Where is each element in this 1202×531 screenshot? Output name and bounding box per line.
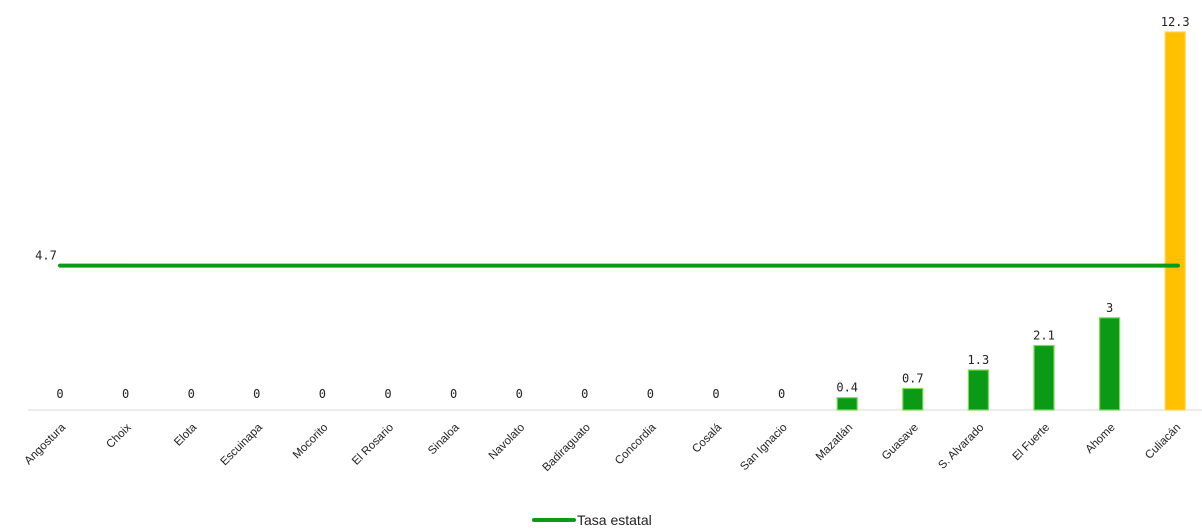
x-tick-label-7: Navolato [487, 422, 528, 463]
bar-16 [1098, 317, 1121, 411]
data-label-5: 0 [384, 387, 391, 401]
x-tick-label-17: Culiacán [1143, 422, 1183, 462]
x-tick-label-10: Cosalá [690, 421, 724, 455]
data-label-1: 0 [122, 387, 129, 401]
x-tick-label-12: Mazatlán [814, 422, 855, 463]
x-tick-label-1: Choix [104, 421, 133, 450]
data-label-7: 0 [516, 387, 523, 401]
data-label-2: 0 [188, 387, 195, 401]
data-label-12: 0.4 [836, 381, 858, 395]
data-label-17: 12.3 [1161, 15, 1190, 29]
data-label-11: 0 [778, 387, 785, 401]
x-tick-label-13: Guasave [880, 422, 921, 463]
data-label-13: 0.7 [902, 372, 924, 386]
x-tick-label-6: Sinaloa [426, 421, 462, 457]
data-label-3: 0 [253, 387, 260, 401]
x-tick-label-8: Badiraguato [541, 422, 593, 474]
data-label-0: 0 [56, 387, 63, 401]
x-tick-label-11: San Ignacio [738, 422, 789, 473]
bar-12 [836, 397, 858, 411]
legend-label-tasa-estatal: Tasa estatal [577, 512, 652, 528]
bars-group [836, 31, 1186, 411]
data-label-14: 1.3 [968, 353, 990, 367]
x-tick-label-5: El Rosario [350, 422, 396, 468]
data-label-4: 0 [319, 387, 326, 401]
data-label-9: 0 [647, 387, 654, 401]
bar-15 [1033, 344, 1055, 411]
x-tick-label-2: Elota [172, 421, 199, 448]
data-labels-group: 0 0 0 0 0 0 0 0 0 0 0 0 0.4 0.7 1.3 2.1 3 12.3 [56, 15, 1189, 401]
x-tick-labels-group: Angostura Choix Elota Escuinapa Mocorito El R… [23, 421, 1184, 474]
x-tick-label-16: Ahome [1083, 422, 1117, 456]
x-tick-label-3: Escuinapa [218, 421, 265, 468]
data-label-10: 0 [712, 387, 719, 401]
x-tick-label-4: Mocorito [291, 422, 331, 462]
bar-17 [1164, 31, 1186, 411]
x-tick-label-9: Concordia [613, 421, 659, 467]
x-tick-label-15: El Fuerte [1011, 422, 1052, 463]
bar-14 [967, 369, 990, 411]
reference-line-label: 4.7 [35, 249, 57, 263]
bar-13 [902, 387, 924, 411]
data-label-16: 3 [1106, 301, 1113, 315]
data-label-8: 0 [581, 387, 588, 401]
data-label-15: 2.1 [1033, 329, 1055, 343]
x-tick-label-14: S. Alvarado [936, 422, 986, 472]
legend: Tasa estatal [532, 512, 652, 528]
data-label-6: 0 [450, 387, 457, 401]
x-tick-label-0: Angostura [23, 421, 69, 467]
